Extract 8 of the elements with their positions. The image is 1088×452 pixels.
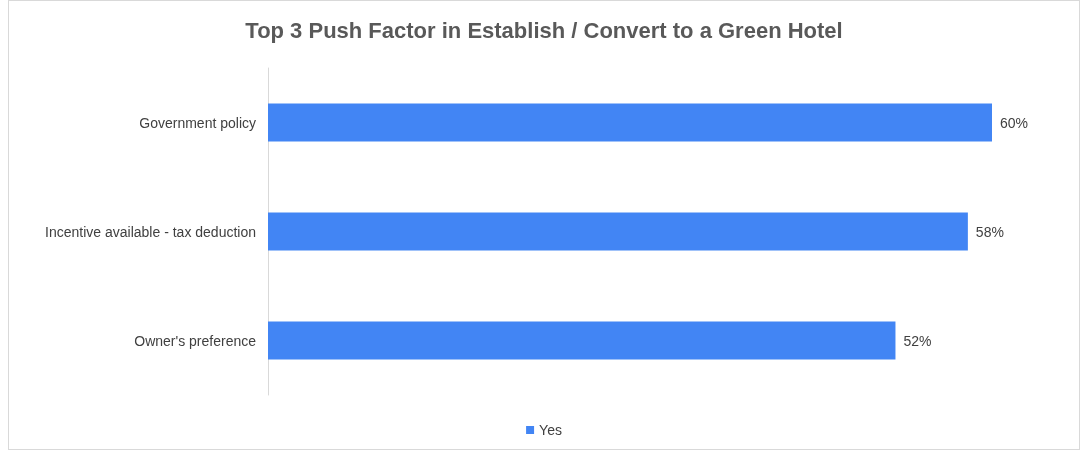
data-label: 60% <box>1000 114 1029 131</box>
y-tick-label: Government policy <box>139 114 256 131</box>
y-tick-label: Incentive available - tax deduction <box>45 223 256 240</box>
y-tick-label: Owner's preference <box>134 332 257 349</box>
legend-label: Yes <box>539 422 562 438</box>
chart-title: Top 3 Push Factor in Establish / Convert to a Green Hotel <box>245 17 843 43</box>
data-label: 58% <box>975 223 1004 240</box>
data-label: 52% <box>903 332 932 349</box>
